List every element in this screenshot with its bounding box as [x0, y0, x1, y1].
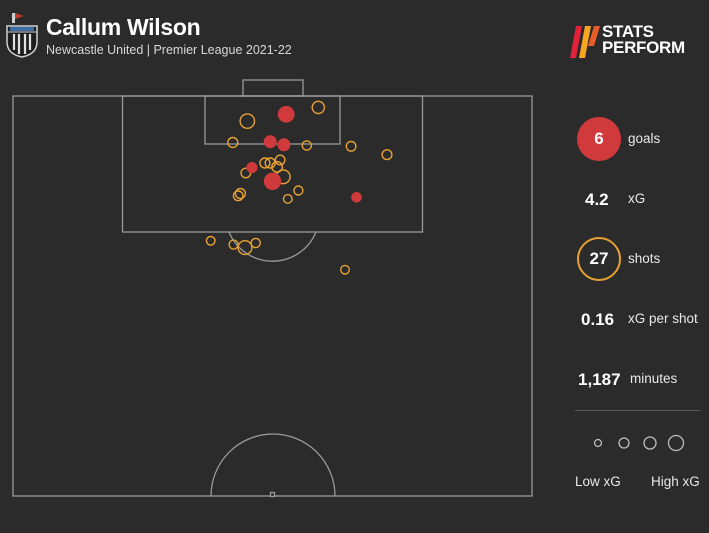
shots-layer: [205, 100, 393, 275]
stat-shots: 27 shots: [575, 237, 709, 281]
player-name: Callum Wilson: [46, 14, 201, 40]
centre-circle-arc: [210, 433, 336, 497]
goal-shot-marker: [277, 105, 295, 123]
xg-value: 4.2: [585, 190, 609, 209]
xg-label: xG: [628, 191, 646, 206]
goal-shot-marker: [263, 172, 282, 190]
missed-shot-marker: [282, 193, 293, 204]
missed-shot-marker: [264, 157, 276, 169]
penalty-arc: [228, 231, 317, 262]
xg-per-shot-label: xG per shot: [628, 311, 698, 326]
missed-shot-marker: [340, 264, 351, 275]
missed-shot-marker: [234, 187, 247, 200]
goals-badge: 6: [577, 117, 621, 161]
goals-label: goals: [628, 131, 661, 146]
stats-divider: [575, 410, 700, 411]
missed-shot-marker: [381, 149, 393, 161]
legend-low-label: Low xG: [575, 474, 621, 489]
legend-high-label: High xG: [651, 474, 700, 489]
goal-shot-marker: [351, 192, 362, 203]
brand-line-2: PERFORM: [602, 38, 685, 57]
centre-spot: [269, 491, 276, 498]
minutes-value: 1,187: [578, 370, 621, 389]
minutes-label: minutes: [630, 371, 678, 386]
missed-shot-marker: [274, 154, 286, 166]
brand-logo: STATS PERFORM: [570, 22, 700, 64]
legend-circle-1: [593, 438, 603, 448]
team-season-subtitle: Newcastle United | Premier League 2021-2…: [46, 43, 292, 57]
missed-shot-marker: [311, 100, 326, 115]
missed-shot-marker: [301, 140, 313, 151]
legend-circle-4: [667, 434, 685, 452]
stat-minutes: 1,187 minutes: [575, 357, 709, 401]
missed-shot-marker: [205, 235, 216, 246]
missed-shot-marker: [239, 113, 256, 130]
half-pitch-outline: [12, 95, 533, 497]
legend-circle-3: [643, 436, 657, 450]
xg-per-shot-value: 0.16: [581, 310, 615, 329]
goal-shot-marker: [246, 162, 258, 174]
missed-shot-marker: [228, 239, 239, 250]
missed-shot-marker: [259, 157, 271, 169]
stat-xg: 4.2 xG: [575, 177, 709, 221]
stats-perform-logo-icon: [570, 26, 600, 58]
missed-shot-marker: [293, 185, 304, 196]
newcastle-crest-icon: [6, 13, 38, 58]
shots-label: shots: [628, 251, 661, 266]
missed-shot-marker: [227, 136, 239, 149]
stat-goals: 6 goals: [575, 117, 709, 161]
missed-shot-marker: [271, 160, 284, 173]
missed-shot-marker: [345, 140, 357, 152]
legend-circle-2: [618, 437, 630, 449]
goal-shot-marker: [263, 135, 277, 149]
goal-shot-marker: [277, 138, 291, 152]
goal: [242, 79, 304, 97]
brand-wordmark: STATS PERFORM: [602, 22, 685, 57]
missed-shot-marker: [250, 237, 261, 249]
shots-badge: 27: [577, 237, 621, 281]
brand-line-1: STATS: [602, 22, 654, 41]
xg-size-legend: [593, 434, 685, 452]
missed-shot-marker: [232, 190, 244, 202]
missed-shot-marker: [237, 240, 253, 256]
stat-xg-per-shot: 0.16 xG per shot: [575, 297, 709, 341]
